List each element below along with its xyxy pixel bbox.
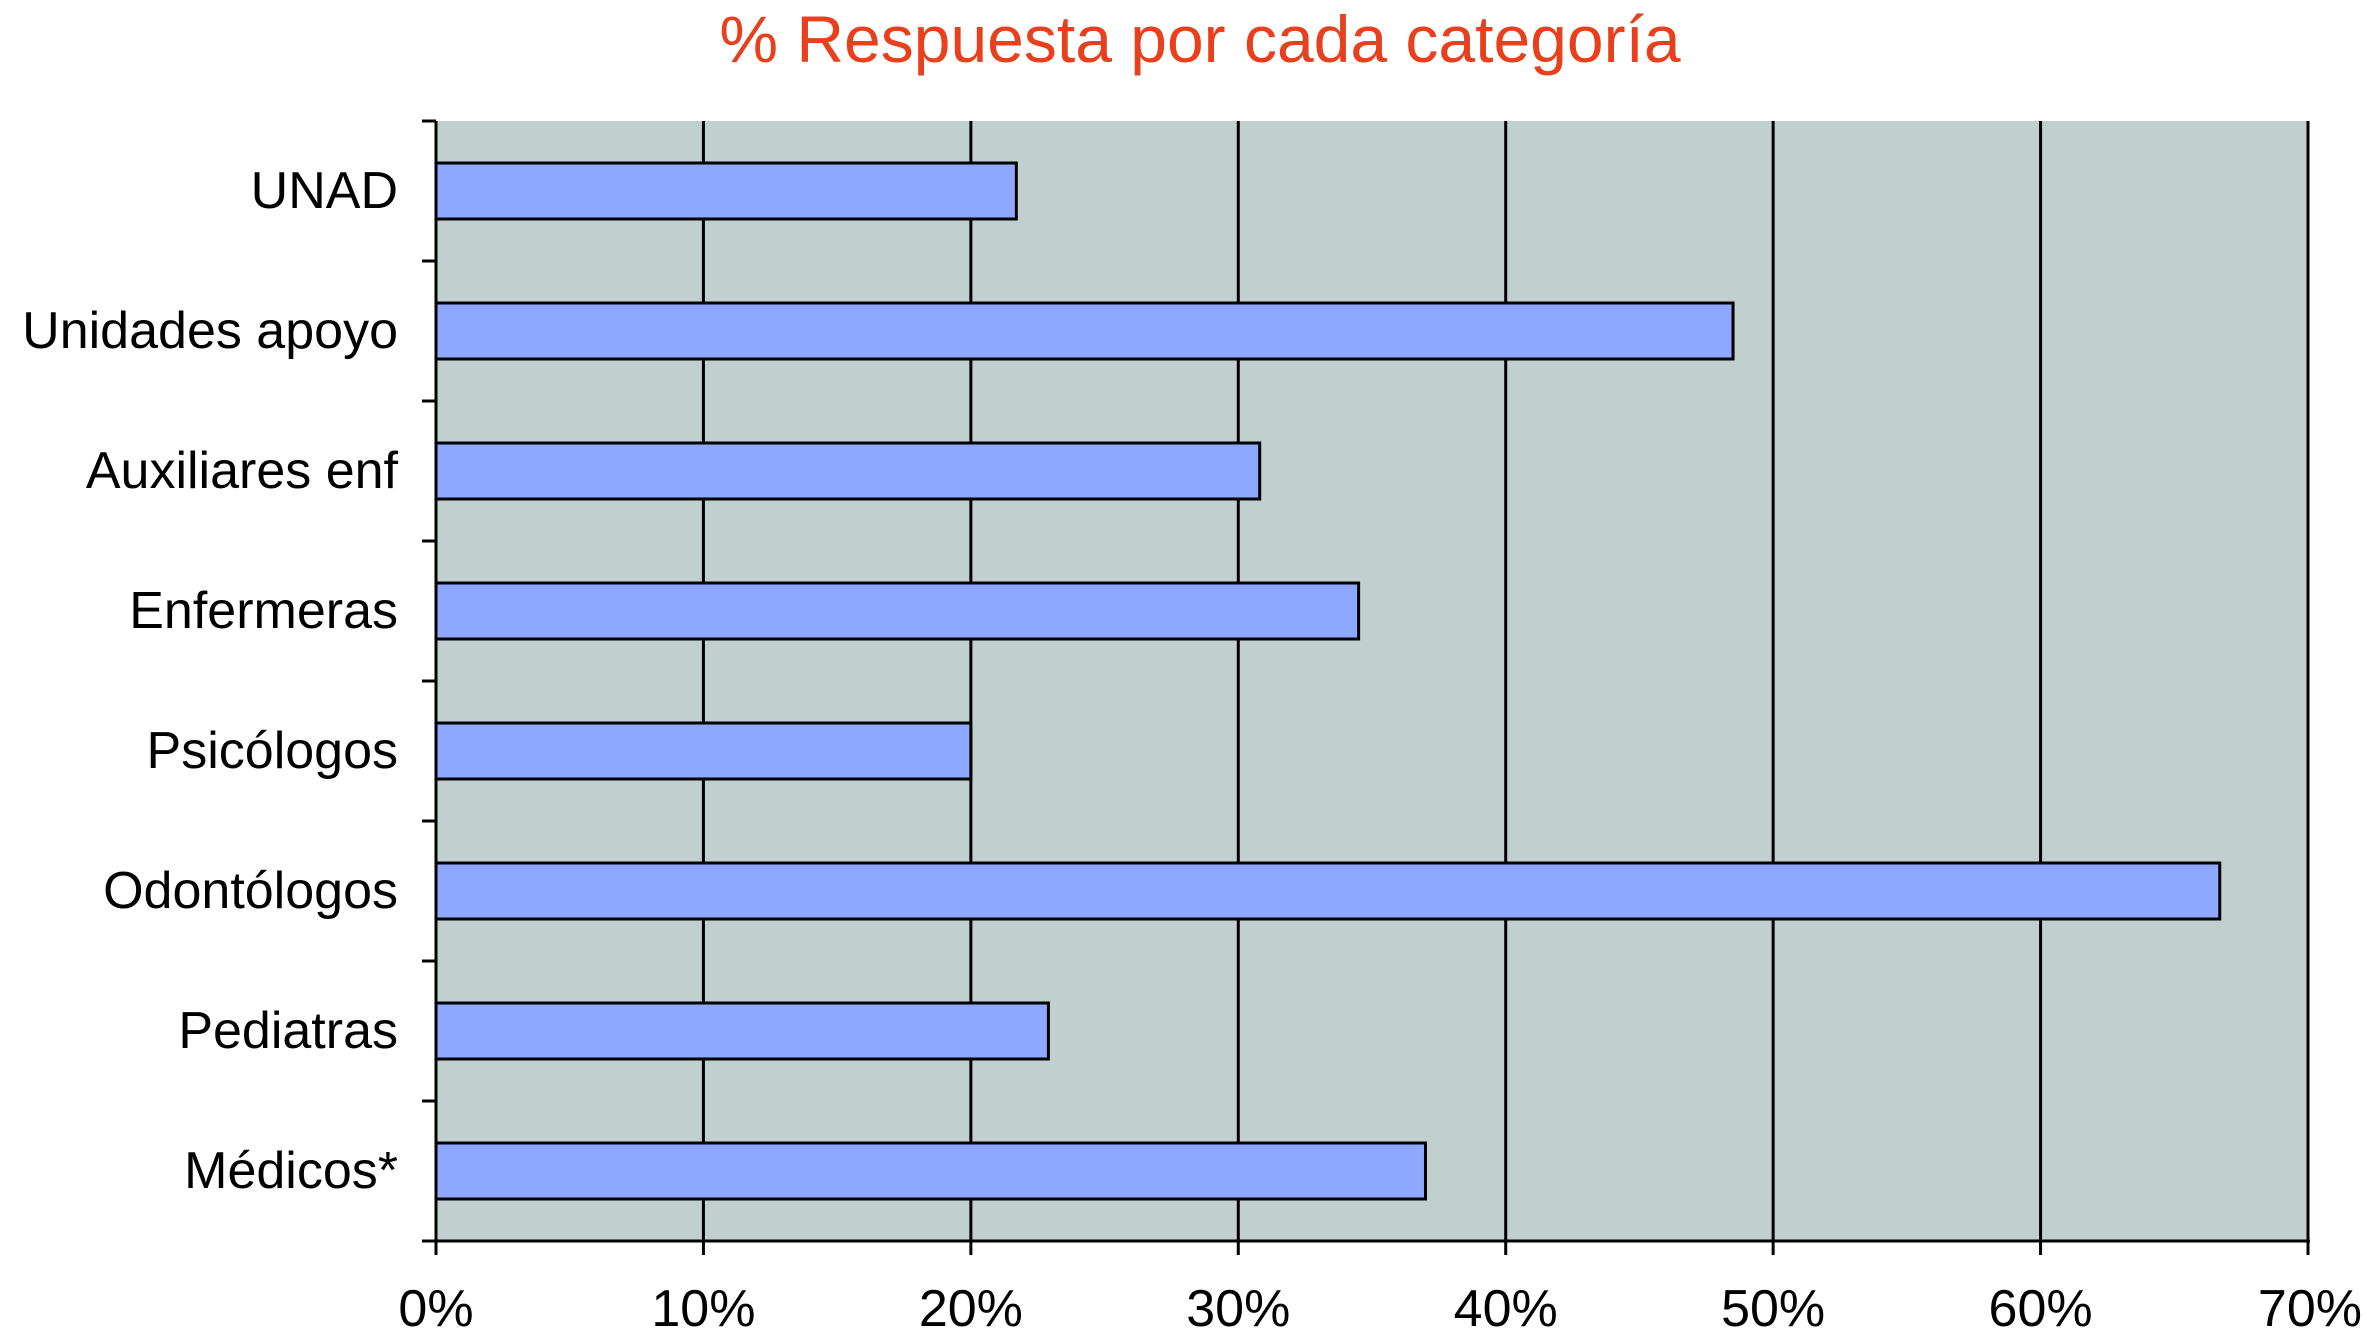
bar [434, 861, 2222, 921]
x-tick-label: 20% [919, 1280, 1023, 1338]
bar [434, 581, 1361, 641]
bars [434, 161, 2222, 1201]
x-tick-label: 50% [1721, 1280, 1825, 1338]
x-tick-label: 30% [1186, 1280, 1290, 1338]
x-tick-label: 40% [1454, 1280, 1558, 1338]
bar [434, 301, 1735, 361]
category-labels: UNAD Unidades apoyo Auxiliares enf Enfermer… [22, 162, 398, 1200]
bar [434, 1141, 1427, 1201]
bar [434, 721, 973, 781]
bar [434, 1001, 1050, 1061]
category-label: Pediatras [178, 1002, 398, 1060]
axes [422, 119, 2310, 1255]
x-tick-label: 10% [651, 1280, 755, 1338]
x-tick-labels: 0% 10% 20% 30% 40% 50% 60% 70% [398, 1280, 2362, 1338]
category-label: UNAD [251, 162, 398, 220]
bar [434, 161, 1018, 221]
category-label: Enfermeras [129, 582, 398, 640]
plot-background [436, 121, 2308, 1241]
category-label: Odontólogos [103, 862, 398, 920]
x-tick-label: 60% [1989, 1280, 2093, 1338]
category-label: Auxiliares enf [86, 442, 399, 500]
category-label: Psicólogos [147, 722, 398, 780]
x-tick-label: 0% [398, 1280, 473, 1338]
category-label: Médicos* [184, 1142, 398, 1200]
category-label: Unidades apoyo [22, 302, 398, 360]
bar [434, 441, 1262, 501]
x-tick-label: 70% [2258, 1280, 2362, 1338]
chart-title: % Respuesta por cada categoría [719, 2, 1681, 76]
